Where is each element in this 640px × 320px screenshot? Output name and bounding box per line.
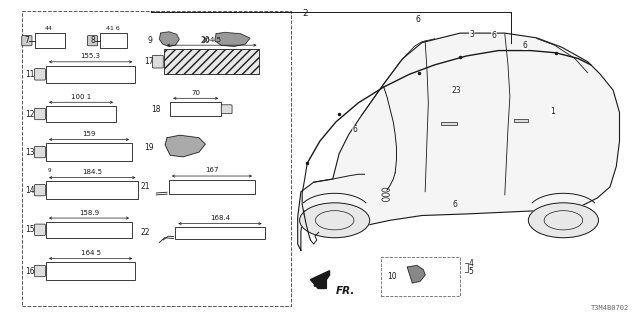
Text: 19: 19 [145,143,154,152]
Text: 15: 15 [25,225,35,234]
Text: 168.4: 168.4 [210,215,230,221]
Text: 6: 6 [492,31,497,40]
Text: 18: 18 [151,105,161,114]
Text: 11: 11 [25,70,35,79]
FancyBboxPatch shape [35,265,45,277]
Text: 1: 1 [550,107,555,116]
Text: 6: 6 [452,200,458,209]
Text: 5: 5 [468,267,474,276]
Polygon shape [215,32,250,46]
Text: 9: 9 [148,36,152,45]
Polygon shape [310,271,330,288]
Bar [22,11,291,306]
Text: 70: 70 [191,90,200,96]
Text: 23: 23 [452,86,461,95]
Text: 17: 17 [145,57,154,66]
Text: 6: 6 [523,41,527,50]
Circle shape [300,203,370,238]
Text: 3: 3 [469,30,474,39]
Bar [100,33,127,48]
FancyBboxPatch shape [22,36,32,46]
FancyBboxPatch shape [35,184,45,196]
Text: 44: 44 [45,26,52,31]
Text: 184.5: 184.5 [82,169,102,175]
Bar [170,102,221,116]
Polygon shape [159,32,179,46]
Bar [46,143,132,161]
Text: 8: 8 [90,36,95,45]
FancyBboxPatch shape [35,224,45,236]
Polygon shape [298,33,620,251]
Text: 158.9: 158.9 [79,210,99,215]
Text: 155.3: 155.3 [81,53,100,59]
Text: 13: 13 [25,148,35,156]
Text: 6: 6 [353,125,358,134]
Text: T3M4B0702: T3M4B0702 [591,305,629,311]
Text: 6: 6 [416,15,420,24]
Text: 16: 16 [25,267,35,276]
Text: 100 1: 100 1 [71,94,91,100]
Text: 2: 2 [302,9,307,18]
Bar [441,122,457,125]
Polygon shape [165,135,205,157]
Text: 9: 9 [47,169,51,173]
Bar [175,228,264,238]
Text: 20: 20 [200,36,210,45]
Text: 164 5: 164 5 [81,250,100,256]
Text: 159: 159 [83,131,96,137]
Bar [164,49,259,74]
FancyBboxPatch shape [152,55,163,68]
Text: 41 6: 41 6 [106,26,120,31]
Text: 10: 10 [387,272,397,281]
FancyBboxPatch shape [35,146,45,158]
Bar [46,106,116,122]
Bar [169,180,255,194]
FancyBboxPatch shape [35,69,45,80]
Bar [515,119,529,122]
Circle shape [529,203,598,238]
Bar [46,181,138,199]
Bar [35,33,65,48]
Text: 4: 4 [468,259,474,268]
FancyBboxPatch shape [88,36,98,46]
Text: 167: 167 [205,167,219,173]
Text: 22: 22 [140,228,150,237]
Text: 21: 21 [140,182,150,191]
Polygon shape [407,266,425,283]
Text: 14: 14 [25,186,35,195]
Text: 164.5: 164.5 [202,36,221,43]
FancyBboxPatch shape [35,108,45,120]
Text: 12: 12 [25,109,35,118]
Text: 7: 7 [24,36,29,45]
Bar [46,262,135,280]
Bar [381,257,460,296]
Bar [46,66,135,83]
Bar [46,222,132,238]
Text: FR.: FR. [336,286,355,296]
FancyBboxPatch shape [221,105,232,114]
